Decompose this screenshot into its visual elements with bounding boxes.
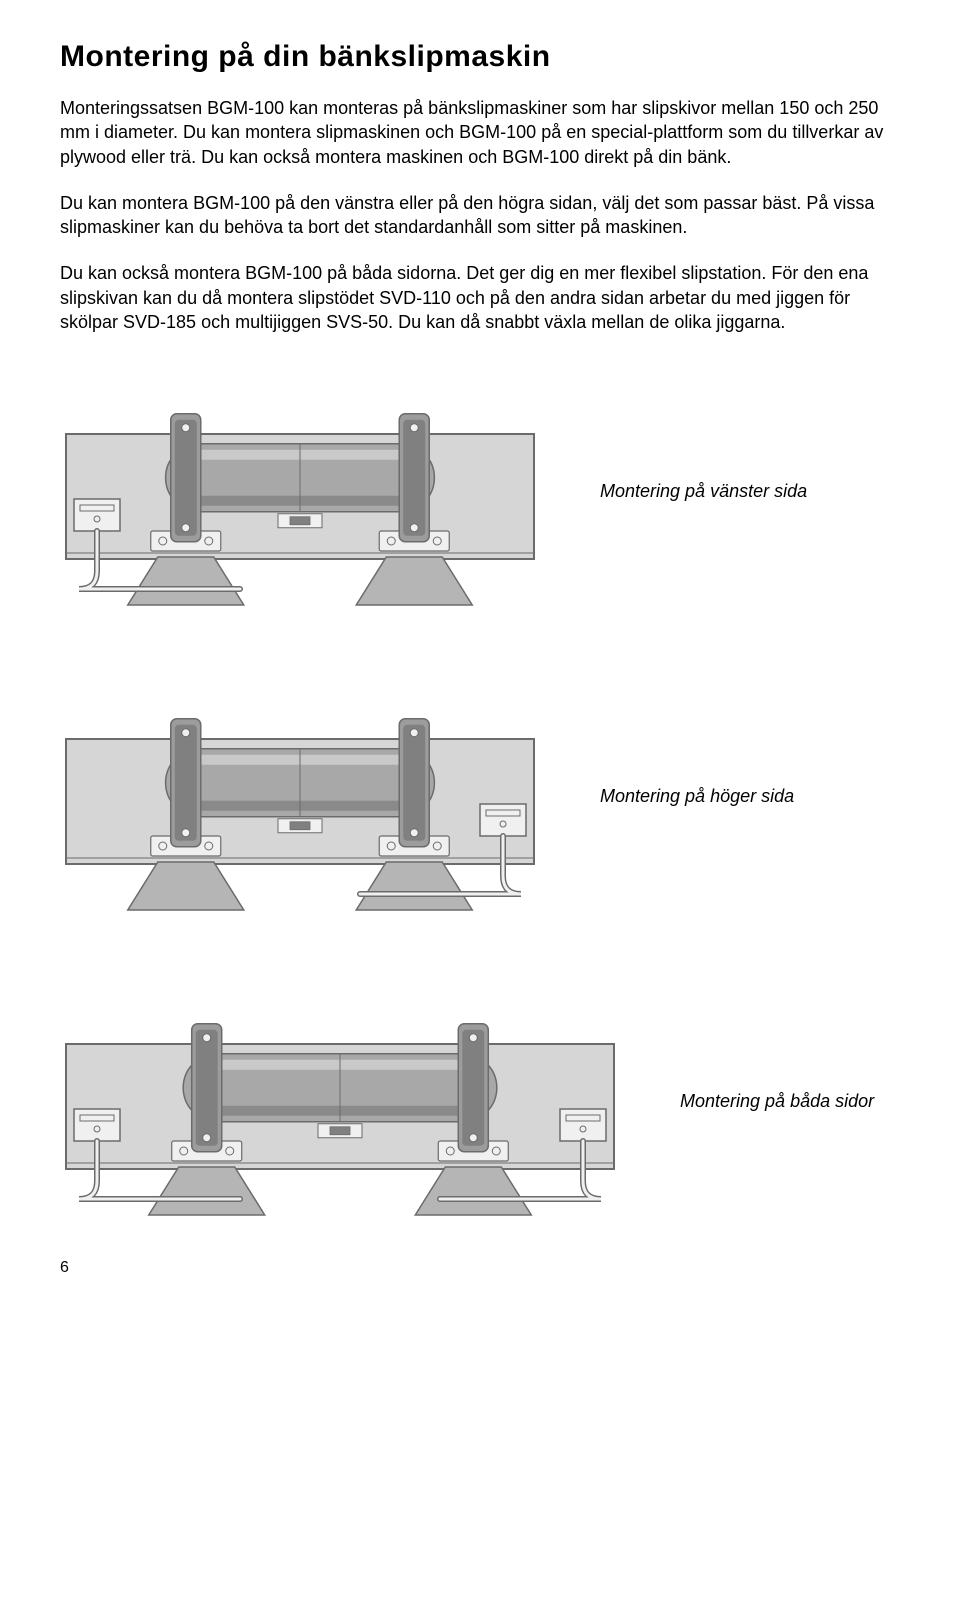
figure-row-left: Montering på vänster sida [60,364,900,619]
paragraph-3: Du kan också montera BGM-100 på båda sid… [60,261,900,334]
figures-container: Montering på vänster sida Montering på h… [60,364,900,1229]
paragraph-2: Du kan montera BGM-100 på den vänstra el… [60,191,900,240]
caption-both: Montering på båda sidor [680,1091,874,1112]
page-number: 6 [60,1259,900,1277]
figure-row-right: Montering på höger sida [60,669,900,924]
caption-right: Montering på höger sida [600,786,794,807]
paragraph-1: Monteringssatsen BGM-100 kan monteras på… [60,96,900,169]
figure-row-both: Montering på båda sidor [60,974,900,1229]
page-title: Montering på din bänkslipmaskin [60,40,900,74]
diagram-right-mount [60,669,540,924]
diagram-both-mount [60,974,620,1229]
caption-left: Montering på vänster sida [600,481,807,502]
diagram-left-mount [60,364,540,619]
